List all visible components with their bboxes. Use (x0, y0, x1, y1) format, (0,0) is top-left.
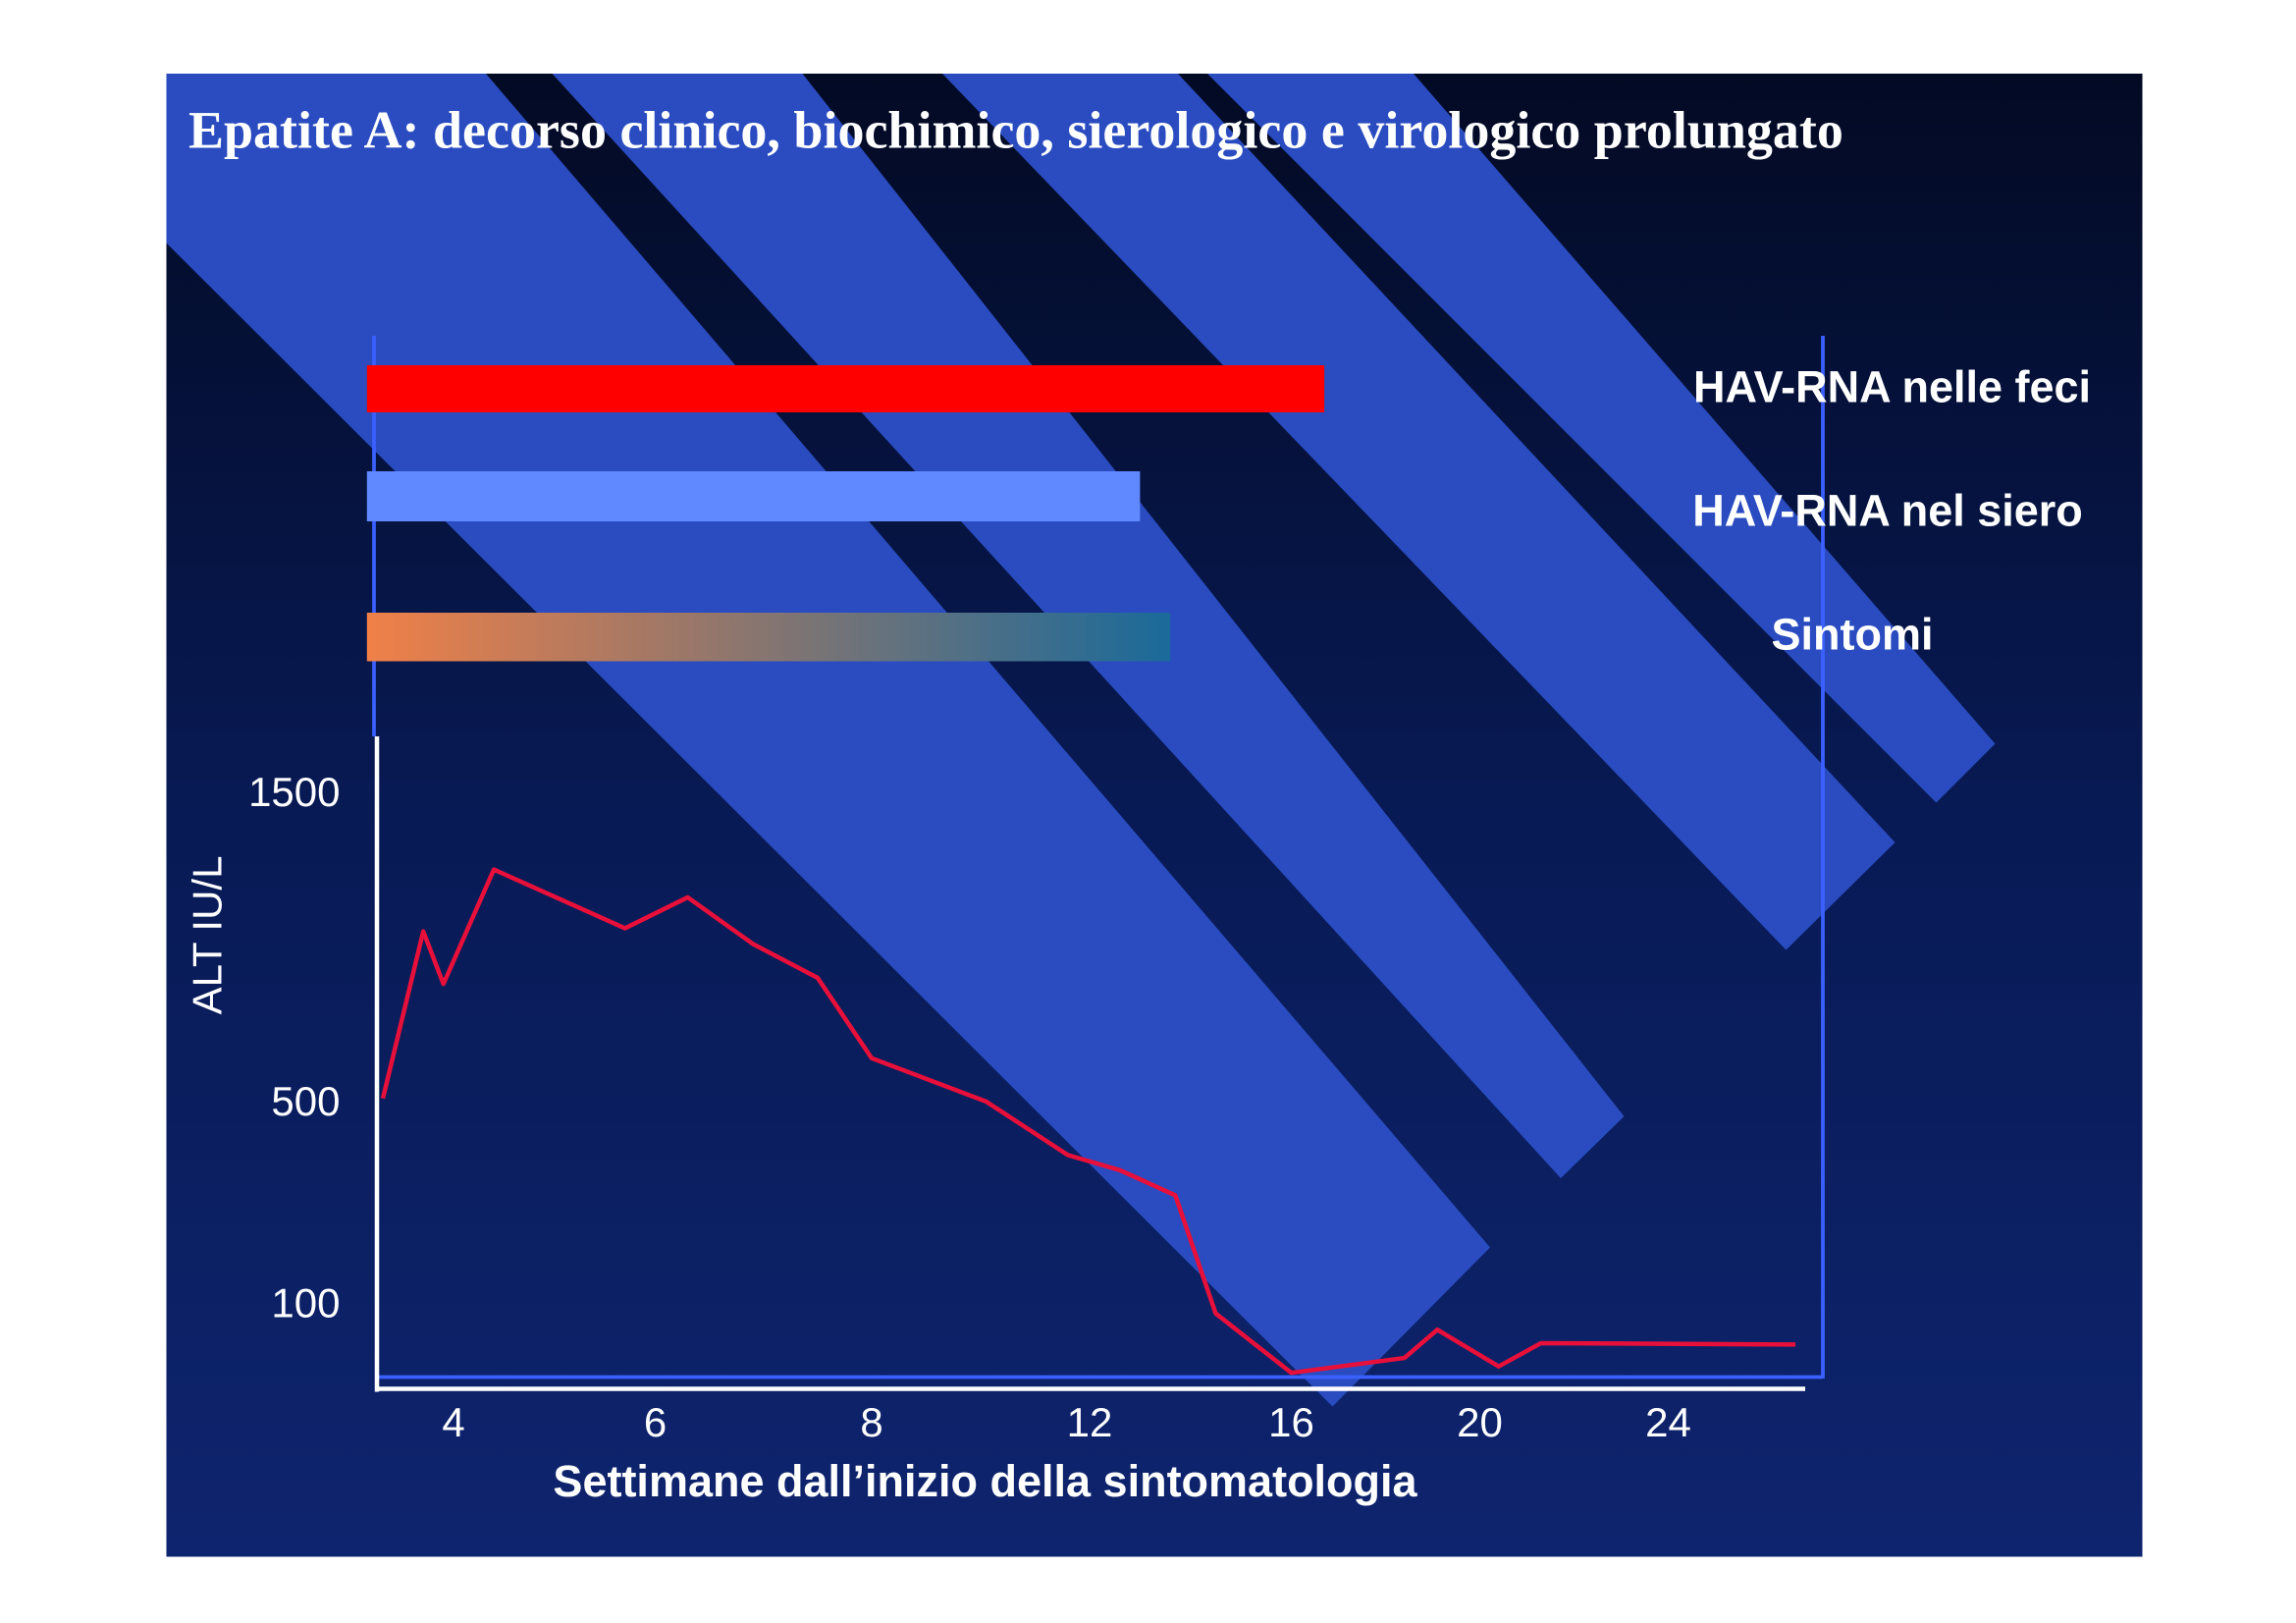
alt-line (380, 867, 1796, 1376)
x-tick-label: 24 (1645, 1399, 1691, 1445)
slide-title: Epatite A: decorso clinico, biochimico, … (188, 100, 1843, 159)
x-tick-label: 16 (1268, 1399, 1314, 1445)
range-bar (366, 471, 1141, 521)
y-tick-label: 1500 (248, 769, 340, 815)
range-bar (366, 365, 1325, 412)
band (1207, 74, 1996, 803)
x-tick-label: 4 (442, 1399, 464, 1445)
x-tick-label: 6 (644, 1399, 667, 1445)
y-tick-label: 500 (271, 1078, 340, 1124)
y-axis-title: ALT IU/L (185, 856, 231, 1015)
y-tick-label: 100 (271, 1280, 340, 1326)
band (942, 74, 1896, 950)
x-tick-label: 8 (860, 1399, 882, 1445)
x-tick-label: 12 (1067, 1399, 1113, 1445)
x-axis-title: Settimane dall’inizio della sintomatolog… (553, 1456, 1417, 1506)
range-bar (366, 613, 1171, 662)
bar-label: Sintomi (1772, 609, 1934, 659)
bar-label: HAV-RNA nel siero (1692, 485, 2083, 535)
bar-label: HAV-RNA nelle feci (1693, 361, 2091, 411)
x-tick-label: 20 (1457, 1399, 1503, 1445)
